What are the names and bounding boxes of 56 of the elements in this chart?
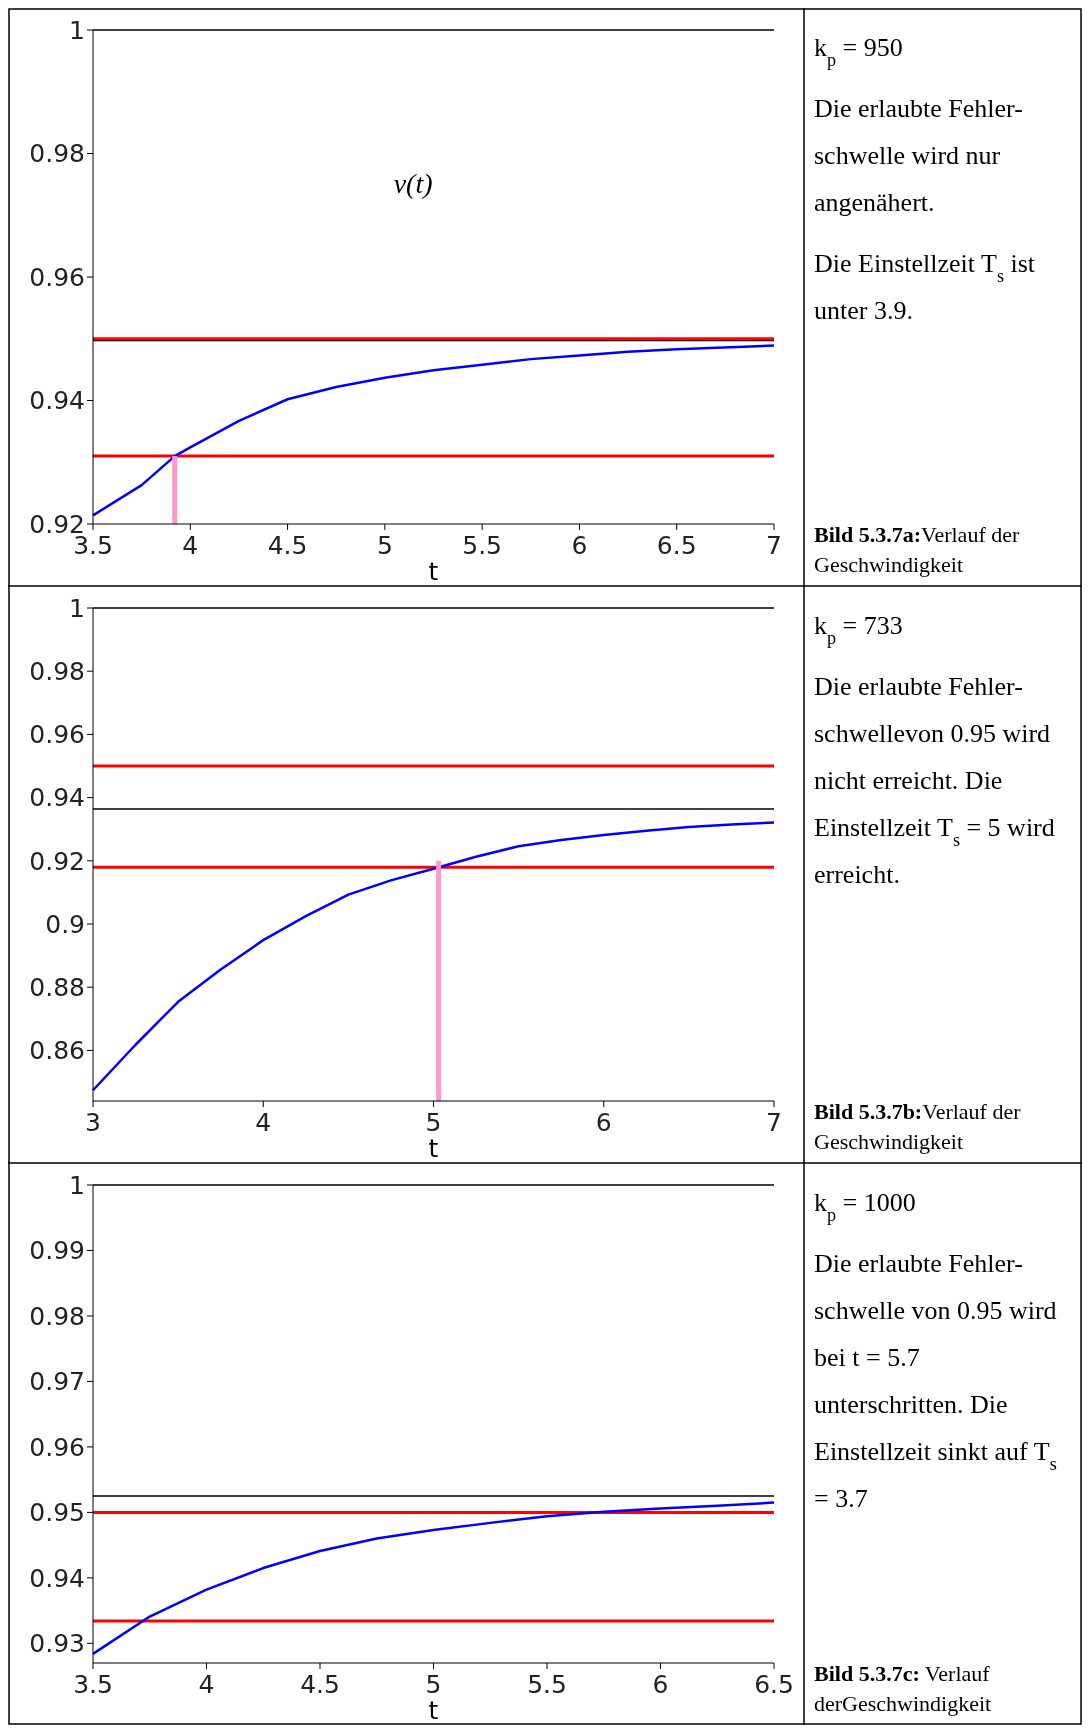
y-tick-label: 0.98 xyxy=(29,656,85,686)
y-tick-label: 0.99 xyxy=(29,1236,85,1266)
x-tick-label: 5 xyxy=(425,1670,442,1699)
x-tick-label: 6 xyxy=(652,1670,669,1699)
x-tick-label: 4 xyxy=(255,1108,272,1137)
y-tick-label: 0.94 xyxy=(29,783,85,813)
x-tick-label: 4.5 xyxy=(300,1670,340,1699)
line-series xyxy=(91,1501,776,1656)
text: k$_{p}$ = 1000 xyxy=(814,1188,916,1225)
x-tick-label: 6.5 xyxy=(754,1670,794,1699)
y-tick-label: 0.98 xyxy=(29,139,85,169)
y-tick-label: 0.9 xyxy=(45,909,85,939)
y-tick-label: 1 xyxy=(69,593,85,623)
y-tick-label: 0.95 xyxy=(29,1498,85,1528)
y-tick-label: 0.94 xyxy=(29,386,85,416)
y-tick-label: 0.97 xyxy=(29,1367,85,1397)
x-tick-label: 5.5 xyxy=(462,531,503,560)
annotation: v(t) xyxy=(393,168,433,200)
x-axis-title: t xyxy=(428,1696,439,1725)
x-tick-label: 6 xyxy=(595,1108,612,1137)
x-tick-label: 5.5 xyxy=(527,1670,567,1699)
x-tick-label: 7 xyxy=(766,531,782,560)
x-tick-label: 6 xyxy=(571,531,588,560)
text: k$_{p}$ = 733 xyxy=(814,611,903,648)
x-axis-title: t xyxy=(428,557,439,586)
x-tick-label: 3.5 xyxy=(73,1670,113,1699)
text: Die Einstellzeit T$_{s}$ ist unter 3.9. xyxy=(814,249,1036,325)
y-tick-label: 0.96 xyxy=(29,262,85,292)
x-tick-label: 3 xyxy=(85,1108,101,1137)
x-tick-label: 6.5 xyxy=(656,531,697,560)
text: Die erlaubte Fehler-schwellevon 0.95 wird nicht erreicht. Die Einstellzeit T$_{s}$ = 5 wird erreicht. xyxy=(814,672,1055,889)
y-tick-label: 0.96 xyxy=(29,1432,85,1462)
y-tick-label: 1 xyxy=(69,1170,85,1200)
x-tick-label: 4 xyxy=(182,531,199,560)
x-tick-label: 5 xyxy=(376,531,393,560)
text: k$_{p}$ = 950 xyxy=(814,33,903,70)
y-tick-label: 0.93 xyxy=(29,1629,85,1659)
line-series xyxy=(91,344,776,517)
y-tick-label: 0.96 xyxy=(29,720,85,750)
text: Bild 5.3.7b:Verlauf der Geschwindigkeit xyxy=(814,1099,1022,1154)
x-tick-label: 4 xyxy=(198,1670,215,1699)
x-axis-title: t xyxy=(428,1134,439,1163)
x-tick-label: 7 xyxy=(766,1108,782,1137)
y-tick-label: 0.98 xyxy=(29,1301,85,1331)
text: Die erlaubte Fehler-schwelle wird nur angenähert. xyxy=(814,94,1023,217)
line-series xyxy=(91,821,776,1092)
text: Bild 5.3.7c: Verlauf derGeschwindigkeit xyxy=(814,1661,992,1716)
y-tick-label: 0.94 xyxy=(29,1563,85,1593)
y-tick-label: 0.86 xyxy=(29,1036,85,1066)
y-tick-label: 0.92 xyxy=(29,846,85,876)
text: Die erlaubte Fehler-schwelle von 0.95 wird bei t = 5.7 unterschritten. Die Einstellzeit sinkt auf T$_{s}$ = 3.7 xyxy=(814,1249,1057,1513)
y-tick-label: 1 xyxy=(69,15,85,45)
text: Bild 5.3.7a:Verlauf der Geschwindigkeit xyxy=(814,522,1020,577)
x-tick-label: 5 xyxy=(425,1108,442,1137)
y-tick-label: 0.88 xyxy=(29,972,85,1002)
x-tick-label: 4.5 xyxy=(267,531,308,560)
